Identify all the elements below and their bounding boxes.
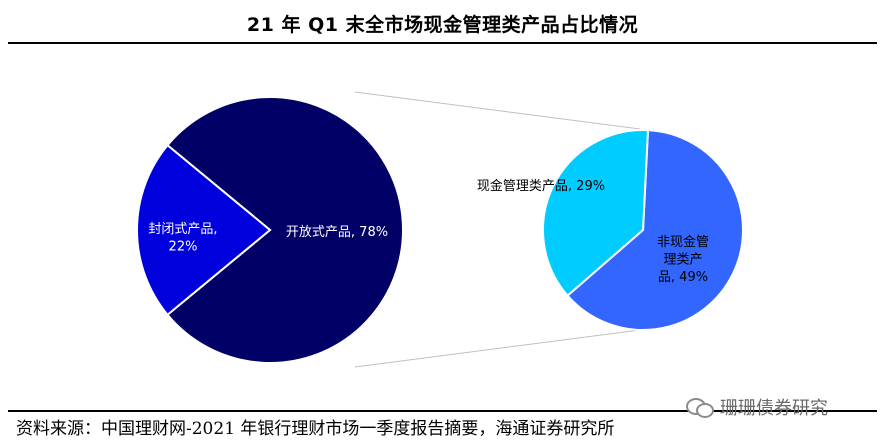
label-open-products: 开放式产品, 78% bbox=[286, 225, 388, 240]
watermark: 珊珊债券研究 bbox=[686, 394, 828, 420]
chart-title: 21 年 Q1 末全市场现金管理类产品占比情况 bbox=[246, 14, 639, 36]
connector-line-top bbox=[354, 91, 641, 130]
slice-open-products bbox=[166, 96, 404, 364]
label-closed-products: 封闭式产品, 22% bbox=[148, 222, 217, 255]
source-note: 资料来源：中国理财网-2021 年银行理财市场一季度报告摘要，海通证券研究所 bbox=[16, 419, 615, 439]
main-pie bbox=[136, 96, 404, 364]
wechat-icon bbox=[686, 396, 714, 418]
watermark-text: 珊珊债券研究 bbox=[720, 398, 828, 419]
slice-noncash-products bbox=[566, 129, 744, 331]
data-labels: 开放式产品, 78% 封闭式产品, 22% 现金管理类产品, 29% 非现金管理类产品,… bbox=[148, 178, 709, 285]
slice-closed-products bbox=[136, 143, 272, 317]
label-noncash-products: 非现金管理类产品, 49% bbox=[657, 234, 709, 285]
footer-rule bbox=[8, 410, 877, 412]
title-rule bbox=[8, 42, 877, 44]
slice-cash-products bbox=[542, 129, 650, 297]
label-cash-products: 现金管理类产品, 29% bbox=[477, 178, 605, 194]
connector-line-bottom bbox=[354, 329, 641, 368]
secondary-pie bbox=[542, 129, 744, 331]
